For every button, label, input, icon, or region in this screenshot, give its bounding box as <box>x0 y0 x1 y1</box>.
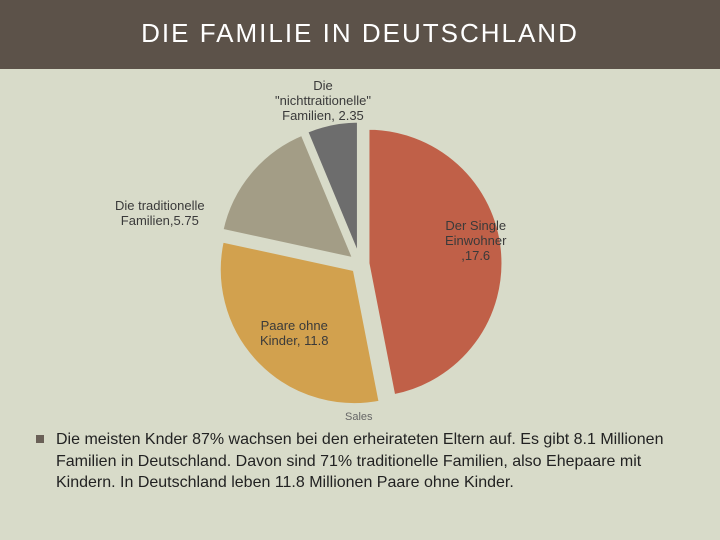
slice-label-paare: Paare ohne Kinder, 11.8 <box>260 319 328 349</box>
chart-caption: Sales <box>345 411 373 423</box>
pie-chart: Der Single Einwohner ,17.6 Paare ohne Kin… <box>0 69 720 429</box>
bullet-icon <box>36 435 44 443</box>
slice-label-trad: Die traditionelle Familien,5.75 <box>115 199 205 229</box>
slice-label-nichttrad: Die "nichttraitionelle" Familien, 2.35 <box>275 79 371 124</box>
page-title: DIE FAMILIE IN DEUTSCHLAND <box>0 0 720 69</box>
footer-text: Die meisten Knder 87% wachsen bei den er… <box>56 431 663 491</box>
slice-label-single: Der Single Einwohner ,17.6 <box>445 219 506 264</box>
footer-paragraph: Die meisten Knder 87% wachsen bei den er… <box>0 429 720 494</box>
